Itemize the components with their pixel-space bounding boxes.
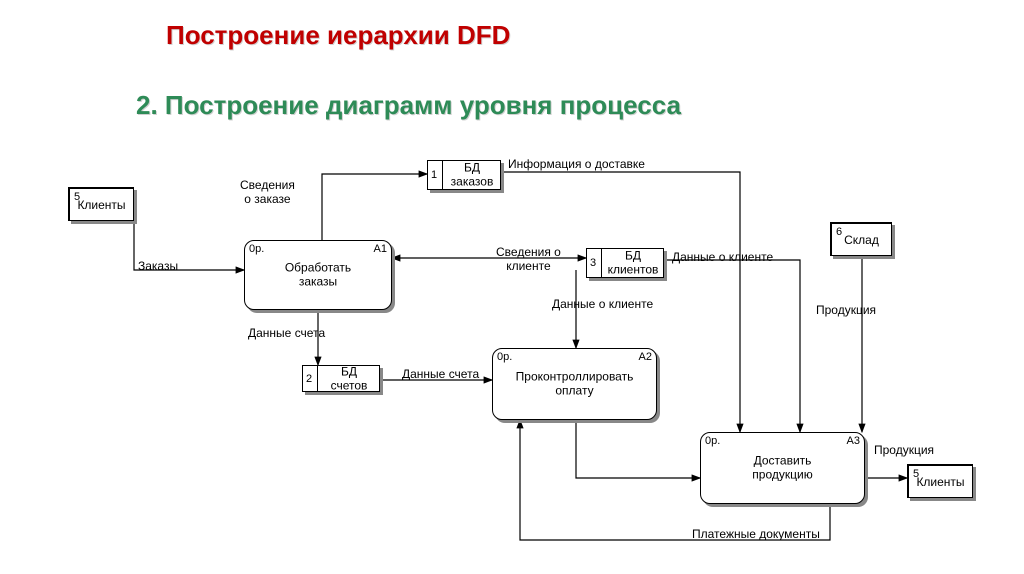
edge-label: Информация о доставке: [508, 158, 645, 172]
node-number: 2: [306, 373, 312, 385]
edge-label: Данные о клиенте: [672, 251, 773, 265]
edge-label: Данные счета: [248, 327, 325, 341]
edge-label: Сведения о заказе: [240, 179, 295, 207]
node-label: БД счетов: [331, 364, 368, 393]
node-number-left: 0р.: [249, 243, 264, 255]
page-title: Построение иерархии DFD: [166, 20, 510, 51]
edge-label: Продукция: [874, 444, 934, 458]
datastore-orders: 1 БД заказов: [427, 160, 501, 190]
edge-label: Продукция: [816, 304, 876, 318]
node-number-left: 0р.: [705, 435, 720, 447]
node-label: Склад: [844, 232, 879, 246]
datastore-clients: 3 БД клиентов: [586, 248, 664, 278]
edge-label: Платежные документы: [692, 528, 820, 542]
node-number-right: A2: [639, 351, 652, 363]
edges-svg: [0, 0, 1024, 574]
node-number-right: A3: [847, 435, 860, 447]
node-label: Клиенты: [916, 474, 964, 488]
node-label: Клиенты: [77, 197, 125, 211]
edge-label: Заказы: [138, 260, 178, 274]
datastore-separator: [317, 366, 318, 391]
datastore-separator: [442, 161, 443, 189]
node-number: 1: [431, 169, 437, 181]
process-a1: 0р. A1 Обработать заказы: [244, 240, 392, 310]
process-a2: 0р. A2 Проконтроллировать оплату: [492, 348, 657, 420]
node-number-left: 0р.: [497, 351, 512, 363]
edge-label: Данные о клиенте: [552, 298, 653, 312]
diagram-canvas: Построение иерархии DFD 2. Построение ди…: [0, 0, 1024, 574]
edge-label: Сведения о клиенте: [496, 246, 561, 274]
node-number-right: A1: [374, 243, 387, 255]
node-label: Проконтроллировать оплату: [516, 370, 634, 399]
external-clients-5: 5 Клиенты: [68, 187, 134, 221]
page-subtitle: 2. Построение диаграмм уровня процесса: [136, 90, 681, 121]
process-a3: 0р. A3 Доставить продукцию: [700, 432, 865, 504]
node-number: 6: [836, 226, 842, 238]
datastore-accounts: 2 БД счетов: [302, 365, 380, 392]
node-label: Доставить продукцию: [752, 454, 812, 483]
node-number: 3: [590, 257, 596, 269]
edge-label: Данные счета: [402, 368, 479, 382]
node-label: БД клиентов: [608, 249, 659, 278]
node-label: Обработать заказы: [285, 261, 351, 290]
external-clients-5b: 5 Клиенты: [907, 464, 973, 498]
datastore-separator: [601, 249, 602, 277]
node-label: БД заказов: [451, 161, 494, 190]
external-warehouse-6: 6 Склад: [830, 222, 892, 256]
